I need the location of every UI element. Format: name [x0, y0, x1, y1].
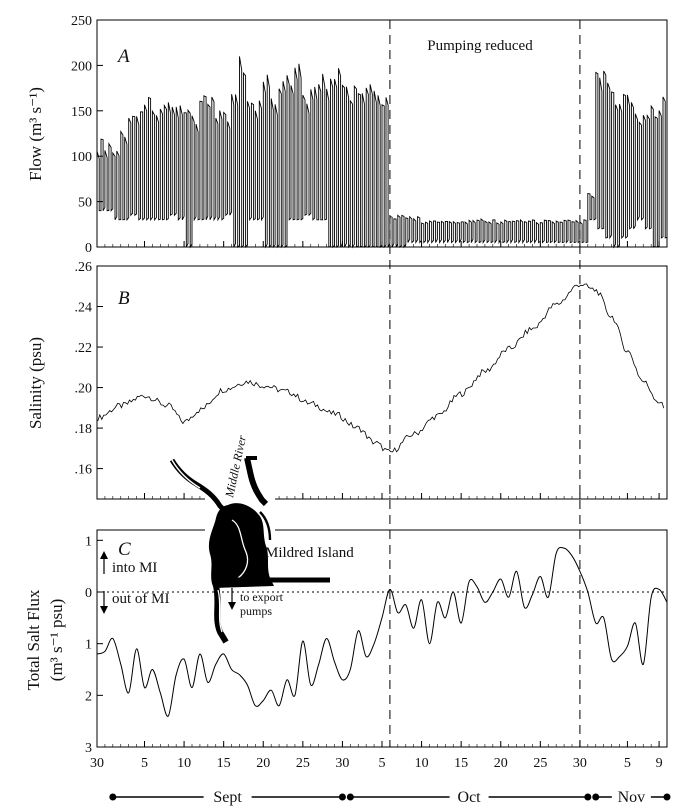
panel-c-ytick-label: 3: [85, 741, 92, 756]
x-tick-label: 5: [379, 756, 386, 771]
panel-a-ytick-label: 150: [71, 105, 92, 120]
export-label-line2: pumps: [240, 604, 272, 618]
x-tick-label: 20: [494, 756, 508, 771]
south-channel-highlight: [217, 589, 223, 633]
mildred-island-label: Mildred Island: [265, 545, 354, 561]
island-body: [208, 503, 274, 588]
x-tick-label: 30: [335, 756, 349, 771]
river-channel-north: [244, 457, 269, 507]
south-channel: [213, 585, 229, 644]
panel-c-ytick-label: 0: [85, 586, 92, 601]
panel-c-ylabel-line2: (m³ s⁻¹ psu): [47, 599, 66, 681]
panel-a-letter: A: [116, 46, 130, 67]
x-axis-ticks: 30 5 10 15 20 25 30 5 10 15 20 25 30 5 9: [90, 241, 668, 771]
x-tick-label: 5: [624, 756, 631, 771]
x-tick-label: 9: [656, 756, 663, 771]
x-tick-label: 10: [177, 756, 191, 771]
x-tick-label: 15: [217, 756, 231, 771]
panel-a-ytick-label: 0: [85, 241, 92, 256]
panel-a-yticks: 0 50 100 150 200 250: [71, 14, 103, 256]
x-tick-label: 10: [415, 756, 429, 771]
month-label: Oct: [458, 789, 482, 806]
out-of-mi-arrow-head: [100, 606, 108, 614]
out-of-mi-label: out of MI: [112, 591, 170, 607]
salt-flux-line: [96, 546, 668, 717]
panel-b-ytick-label: .24: [75, 301, 93, 316]
island-east-levee: [259, 511, 272, 541]
x-tick-label: 25: [296, 756, 310, 771]
salinity-line: [97, 283, 665, 453]
panel-b-yticks: .16 .18 .20 .22 .24 .26: [75, 260, 103, 478]
mildred-island-inset-map: Middle River Mildred Island to export pu…: [169, 434, 354, 644]
month-label: Nov: [618, 789, 646, 806]
pumping-reduced-label: Pumping reduced: [427, 38, 533, 54]
x-tick-label: 5: [141, 756, 148, 771]
panel-b-ytick-label: .26: [75, 260, 93, 275]
into-mi-label: into MI: [112, 560, 157, 576]
export-arrow-head: [228, 602, 236, 610]
panel-b-letter: B: [118, 288, 130, 309]
panel-b-ylabel: Salinity (psu): [26, 337, 45, 429]
panel-c-ytick-label: 1: [85, 534, 92, 549]
panel-c-yticks: 1 0 1 2 3: [85, 534, 103, 756]
panel-a-ytick-label: 250: [71, 14, 92, 29]
panel-b-ytick-label: .22: [75, 341, 93, 356]
panel-b-ytick-label: .16: [75, 463, 93, 478]
panel-a-ylabel: Flow (m³ s⁻¹): [26, 87, 45, 181]
x-tick-label: 30: [573, 756, 587, 771]
flow-line: [96, 56, 668, 249]
panel-c-letter: C: [118, 539, 131, 560]
panel-b-ytick-label: .20: [75, 382, 93, 397]
panel-a-ytick-label: 200: [71, 59, 92, 74]
export-label-line1: to export: [240, 590, 284, 604]
panel-b-ytick-label: .18: [75, 422, 93, 437]
island-highlight: [231, 519, 249, 579]
into-mi-arrow-head: [100, 551, 108, 559]
month-label: Sept: [213, 789, 242, 806]
panel-a-ytick-label: 100: [71, 150, 92, 165]
x-tick-label: 25: [533, 756, 547, 771]
river-channel-west-outline: [171, 459, 201, 489]
panel-c-ytick-label: 1: [85, 638, 92, 653]
x-tick-label: 20: [256, 756, 270, 771]
panel-c-ylabel-line1: Total Salt Flux: [24, 589, 43, 690]
panel-c-frame: [96, 529, 668, 748]
x-tick-label: 15: [454, 756, 468, 771]
x-tick-label: 30: [90, 756, 104, 771]
panel-c-ytick-label: 2: [85, 689, 92, 704]
month-timeline: Sept Oct Nov: [109, 789, 671, 806]
panel-b-frame: [96, 265, 668, 500]
panel-a-ytick-label: 50: [78, 196, 92, 211]
